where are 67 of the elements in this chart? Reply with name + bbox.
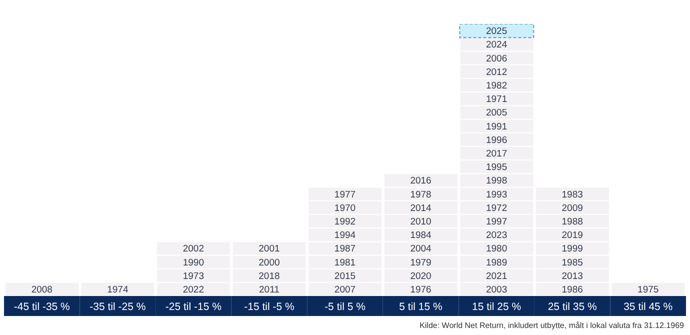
annotation: 2005 xyxy=(486,108,508,119)
annotation: 1985 xyxy=(562,257,583,268)
annotation: 1976 xyxy=(410,284,432,296)
annotation: 2008 xyxy=(31,284,52,296)
annotation: 1992 xyxy=(334,216,356,228)
annotation: 1980 xyxy=(486,244,508,255)
annotation: 1987 xyxy=(334,244,356,255)
annotation: 2020 xyxy=(410,270,432,282)
annotation: 1981 xyxy=(334,257,356,268)
annotation: 2012 xyxy=(486,66,508,78)
bar xyxy=(459,24,534,38)
annotation: 1996 xyxy=(486,134,508,146)
x-tick-label: -15 til -5 % xyxy=(244,301,294,313)
annotation: 1990 xyxy=(182,257,204,268)
annotation: 2017 xyxy=(486,148,508,160)
annotation: 1971 xyxy=(486,94,508,106)
annotation: 1974 xyxy=(107,284,128,296)
annotation: 2019 xyxy=(562,230,583,242)
x-tick-label: 35 til 45 % xyxy=(624,301,673,313)
annotation: 1991 xyxy=(486,121,508,132)
annotation: 2023 xyxy=(486,230,508,242)
annotation: 1982 xyxy=(486,80,508,92)
annotation: 2000 xyxy=(258,257,280,268)
annotation: 1994 xyxy=(334,230,356,242)
annotation: 2024 xyxy=(486,40,508,51)
annotation: 1998 xyxy=(486,176,508,187)
annotation: 2002 xyxy=(182,244,204,255)
x-tick-label: 25 til 35 % xyxy=(548,301,597,313)
x-tick-label: -25 til -15 % xyxy=(165,301,222,313)
annotation: 1970 xyxy=(334,202,356,214)
x-tick-label: -5 til 5 % xyxy=(324,301,366,313)
annotation: 2021 xyxy=(486,270,508,282)
annotation: 2007 xyxy=(334,284,356,296)
annotation: 2006 xyxy=(486,53,508,64)
annotation: 1975 xyxy=(638,284,659,296)
x-tick-label: -35 til -25 % xyxy=(90,301,146,313)
annotation: 1983 xyxy=(562,189,583,200)
annotation: 2009 xyxy=(562,202,583,214)
annotation: 2015 xyxy=(334,270,356,282)
annotation: 1986 xyxy=(562,284,583,296)
annotation: 1978 xyxy=(410,189,432,200)
x-tick-label: 15 til 25 % xyxy=(472,301,522,313)
x-tick-label: -45 til -35 % xyxy=(14,301,70,313)
annotation: 2022 xyxy=(182,284,204,296)
annotation: 2004 xyxy=(410,244,432,255)
annotation: 2003 xyxy=(486,284,508,296)
annotation: 1995 xyxy=(486,162,508,174)
annotation: 2018 xyxy=(258,270,280,282)
annotation: 1984 xyxy=(410,230,432,242)
x-tick-label: 5 til 15 % xyxy=(399,301,442,313)
annotation: 1989 xyxy=(486,257,508,268)
annotation: 1972 xyxy=(486,202,508,214)
annotation: 2025 xyxy=(486,26,508,38)
annotation: 1988 xyxy=(562,216,583,228)
annotation: 2011 xyxy=(259,284,280,296)
annotation: 2001 xyxy=(258,244,280,255)
annotation: 2013 xyxy=(562,270,583,282)
annotation: 1977 xyxy=(334,189,356,200)
annotation: 1979 xyxy=(410,257,432,268)
annotation: 1993 xyxy=(486,189,508,200)
annotation: 2014 xyxy=(410,202,432,214)
annotation: 1997 xyxy=(486,216,508,228)
annotation: 2010 xyxy=(410,216,432,228)
annotation: 1973 xyxy=(182,270,204,282)
annotation: 2016 xyxy=(410,176,432,187)
annotation: 1999 xyxy=(562,244,583,255)
text: Kilde: World Net Return, inkludert utbytte, målt i lokal valuta fra 31.12.1969 xyxy=(420,321,684,330)
